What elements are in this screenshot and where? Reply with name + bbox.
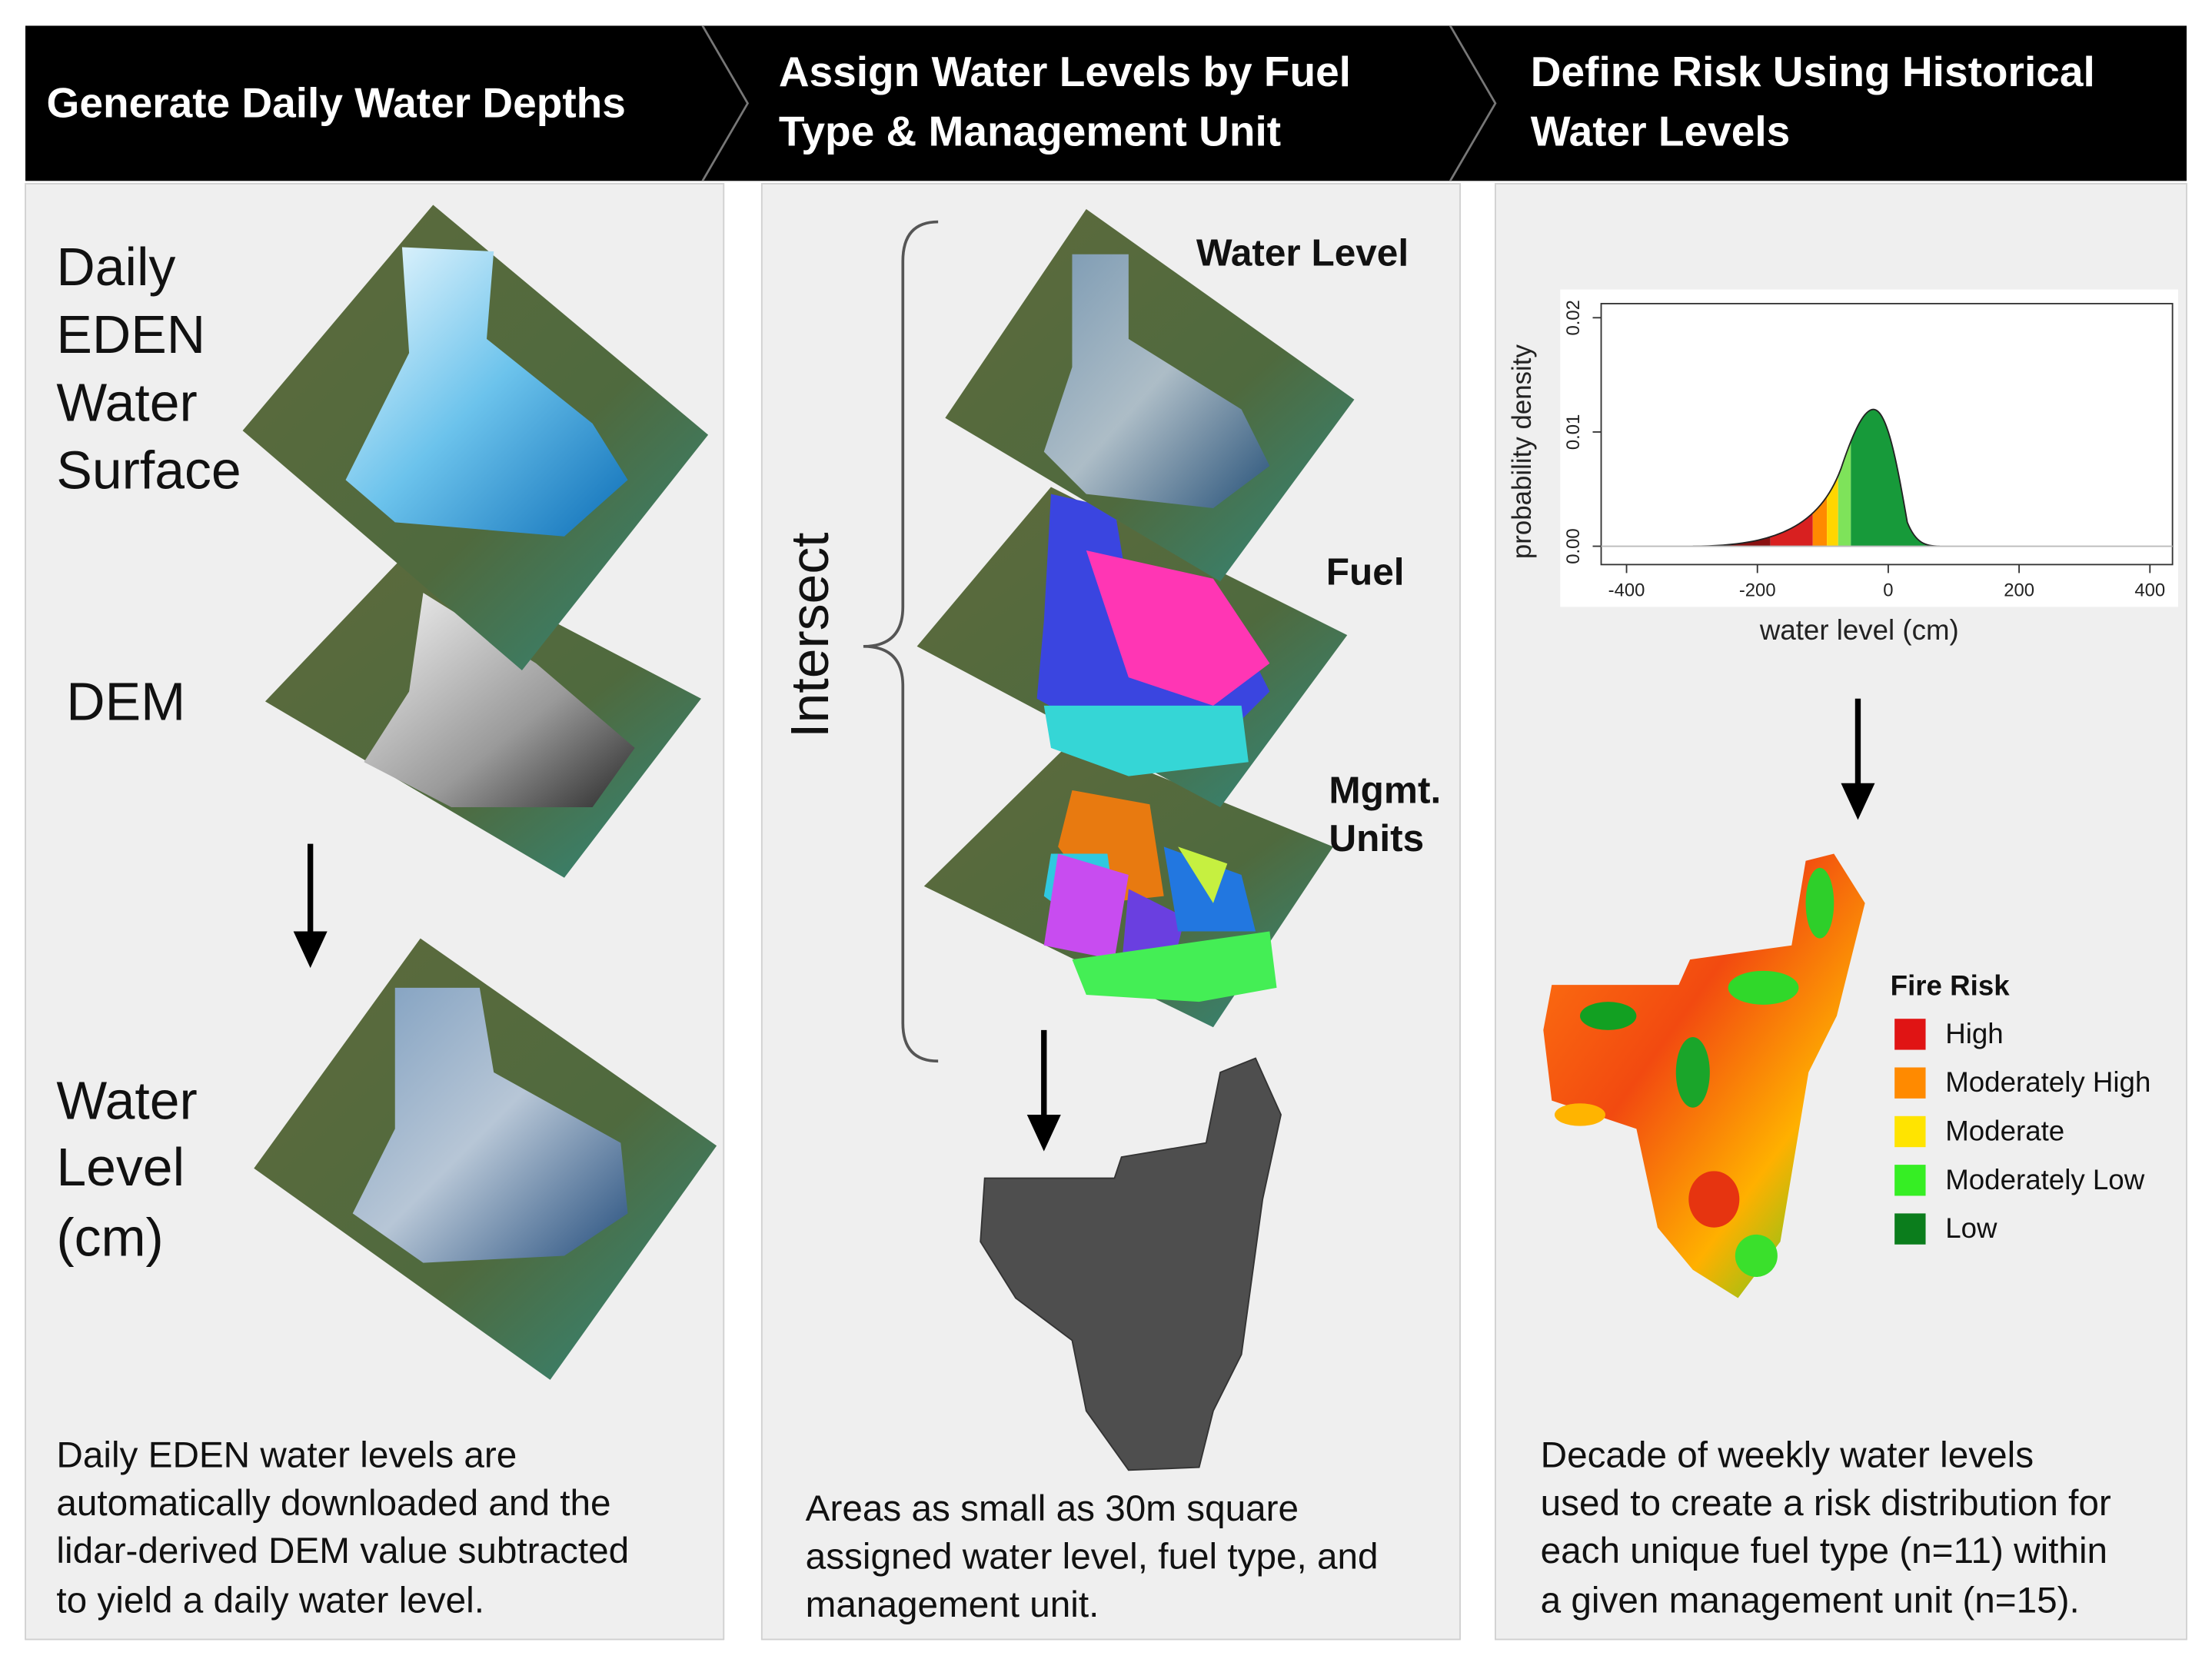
layer-label: Water [56,1071,197,1131]
map-dem [264,547,701,878]
legend-swatch [1894,1115,1926,1148]
step-title: Define Risk Using Historical [1531,48,2095,95]
legend-label: High [1945,1018,2003,1049]
caption: Decade of weekly water levels [1541,1435,2034,1475]
combined-map [980,1057,1282,1471]
layer-label: Mgmt. [1329,770,1441,812]
x-axis-label: water level (cm) [1759,614,1959,646]
layer-label: Water Level [1196,232,1409,274]
caption: Areas as small as 30m square [806,1488,1299,1529]
layer-label: Units [1329,817,1424,859]
x-tick-label: 0 [1883,580,1893,601]
map-shape [1043,705,1249,776]
caption: lidar-derived DEM value subtracted [56,1531,629,1571]
caption: a given management unit (n=15). [1541,1580,2080,1621]
map-shape [352,987,628,1263]
caption: automatically downloaded and the [56,1483,610,1524]
map-shape [345,247,628,537]
map-shape [1688,1171,1740,1228]
map-shape [1086,550,1270,706]
legend-swatch [1894,1165,1926,1196]
step-title: Assign Water Levels by Fuel [779,48,1351,95]
map-shape [1072,931,1277,1002]
map-shape [1554,1103,1606,1126]
legend-label: Moderately High [1945,1066,2150,1098]
map-shape [1675,1037,1710,1108]
layer-label: EDEN [56,304,205,364]
plot-frame [1600,303,2174,566]
step-title: Type & Management Unit [779,107,1281,155]
layer-label: Water [56,372,197,432]
caption: used to create a risk distribution for [1541,1483,2111,1524]
map-water-level [254,938,717,1380]
caption: Daily EDEN water levels are [56,1435,517,1475]
arrow-head [1026,1114,1061,1152]
map-water-surface [242,204,709,670]
layer-label: Level [56,1137,185,1197]
header-band [25,25,2187,181]
y-tick-label: 0.02 [1563,300,1584,335]
x-tick-label: -400 [1608,580,1645,601]
layer-label: (cm) [56,1208,163,1268]
map-shape [1178,846,1228,903]
legend-swatch [1894,1019,1926,1050]
density-curve [1692,408,1940,547]
layer-label: Fuel [1326,550,1405,593]
layer-label: Daily [56,237,175,297]
map-shape [1043,853,1129,960]
map-mgmt-units [923,740,1333,1028]
layer-label: DEM [66,671,185,731]
step-title: Generate Daily Water Depths [47,79,626,127]
x-tick-label: 200 [2004,580,2034,601]
legend: High Moderately High Moderate Moderately Lo… [1894,1018,2150,1245]
bracket [863,220,939,1063]
legend-label: Low [1945,1212,1997,1244]
y-axis-label: probability density [1507,344,1537,560]
x-tick-label: 400 [2134,580,2165,601]
legend-swatch [1894,1213,1926,1245]
chevron [1449,25,1497,182]
caption: assigned water level, fuel type, and [806,1537,1379,1578]
fire-risk-map [1543,853,1865,1298]
y-tick-label: 0.01 [1563,414,1584,450]
map-shape [1728,970,1799,1005]
step-title: Water Levels [1531,107,1790,155]
map-shape [1043,254,1270,508]
legend-label: Moderately Low [1945,1164,2144,1195]
bracket-label: Intersect [780,532,840,737]
map-shape [1805,867,1834,939]
legend-swatch [1894,1067,1926,1099]
axis-ticks: -400 -200 0 200 400 0.00 0.01 0.02 [1563,300,2165,600]
map-water-level-layer [945,209,1355,582]
arrow-head [1841,783,1875,820]
map-fuel [916,487,1348,807]
legend-title: Fire Risk [1891,970,2011,1002]
x-tick-label: -200 [1739,580,1776,601]
arrow-head [293,931,328,969]
map-shape [1580,1002,1637,1030]
layer-label: Surface [56,440,241,500]
caption: each unique fuel type (n=11) within [1541,1531,2107,1571]
caption: to yield a daily water level. [56,1580,484,1621]
legend-label: Moderate [1945,1115,2064,1147]
map-shape [364,593,635,807]
y-tick-label: 0.00 [1563,528,1584,564]
map-shape [1735,1234,1778,1277]
chevron [701,25,750,182]
caption: management unit. [806,1584,1099,1625]
